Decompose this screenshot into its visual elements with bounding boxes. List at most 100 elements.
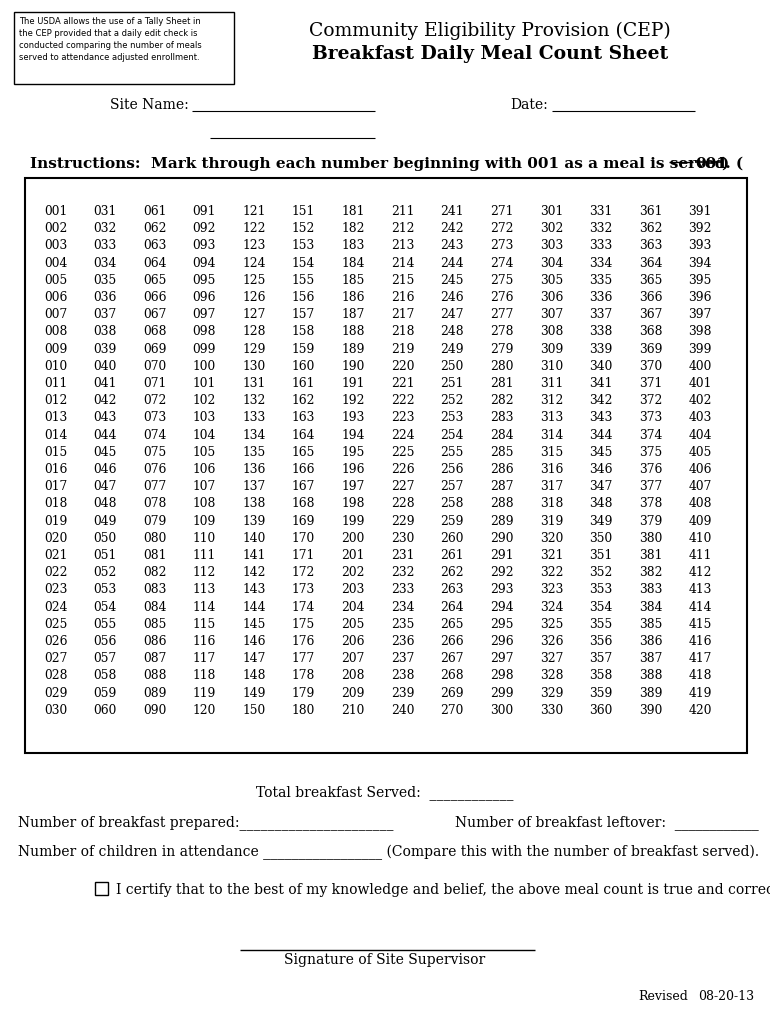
Text: 247: 247 [440,308,464,322]
Text: 334: 334 [589,257,613,269]
Text: 384: 384 [639,601,662,613]
Text: 420: 420 [688,703,712,717]
Text: 331: 331 [589,205,613,218]
Text: 234: 234 [391,601,414,613]
Text: 183: 183 [341,240,365,252]
Text: 057: 057 [94,652,117,666]
Text: 373: 373 [639,412,662,424]
Text: 153: 153 [292,240,315,252]
Text: Number of breakfast prepared:______________________: Number of breakfast prepared:___________… [18,815,393,829]
Text: 137: 137 [243,480,266,494]
Text: 207: 207 [341,652,365,666]
Text: 041: 041 [94,377,117,390]
Text: 241: 241 [440,205,464,218]
Text: 092: 092 [192,222,216,236]
Text: 074: 074 [143,429,166,441]
Text: 295: 295 [490,617,514,631]
Text: 336: 336 [589,291,613,304]
Text: 192: 192 [341,394,365,408]
Text: 385: 385 [639,617,662,631]
Text: 390: 390 [639,703,662,717]
Text: 345: 345 [589,445,613,459]
Text: 402: 402 [688,394,712,408]
Text: 079: 079 [143,515,166,527]
Text: 043: 043 [94,412,117,424]
Text: 285: 285 [490,445,514,459]
Text: 244: 244 [440,257,464,269]
Text: 011: 011 [44,377,67,390]
Text: 363: 363 [639,240,662,252]
Text: 344: 344 [589,429,613,441]
Text: 245: 245 [440,273,464,287]
Text: 383: 383 [639,584,662,596]
Text: 060: 060 [94,703,117,717]
Text: 374: 374 [639,429,662,441]
Text: 346: 346 [589,463,613,476]
Text: 270: 270 [440,703,464,717]
Text: 039: 039 [94,343,117,355]
Text: 150: 150 [243,703,266,717]
Text: 116: 116 [192,635,216,648]
Text: 173: 173 [292,584,315,596]
Text: 046: 046 [94,463,117,476]
Text: 227: 227 [391,480,414,494]
Text: 181: 181 [341,205,365,218]
Text: 087: 087 [143,652,166,666]
Text: 188: 188 [341,326,365,338]
Text: 155: 155 [292,273,315,287]
Text: 193: 193 [341,412,365,424]
Text: 154: 154 [292,257,315,269]
Text: 414: 414 [688,601,712,613]
Text: 328: 328 [540,670,563,682]
Text: 182: 182 [341,222,365,236]
Text: 235: 235 [391,617,414,631]
Text: 381: 381 [639,549,662,562]
Text: 301: 301 [540,205,563,218]
Text: 311: 311 [540,377,563,390]
Text: 033: 033 [94,240,117,252]
Text: 361: 361 [639,205,662,218]
Text: 114: 114 [192,601,216,613]
Text: 354: 354 [589,601,613,613]
Text: 080: 080 [143,531,166,545]
Text: 289: 289 [490,515,514,527]
Text: 217: 217 [391,308,414,322]
Text: 171: 171 [292,549,315,562]
Text: 123: 123 [243,240,266,252]
Text: 082: 082 [143,566,166,580]
Text: 312: 312 [540,394,563,408]
Text: 258: 258 [440,498,464,510]
Text: 127: 127 [243,308,266,322]
Text: 370: 370 [639,359,662,373]
Text: 394: 394 [688,257,712,269]
Text: 124: 124 [243,257,266,269]
Text: 110: 110 [192,531,216,545]
Text: 136: 136 [243,463,266,476]
Text: 157: 157 [292,308,315,322]
Text: 413: 413 [688,584,711,596]
Text: 158: 158 [292,326,315,338]
Text: 120: 120 [192,703,216,717]
Text: 273: 273 [490,240,514,252]
Text: 024: 024 [44,601,68,613]
Text: 145: 145 [243,617,266,631]
Text: 020: 020 [44,531,68,545]
Text: 050: 050 [94,531,117,545]
Text: 392: 392 [688,222,712,236]
Text: 205: 205 [341,617,365,631]
Text: 109: 109 [192,515,216,527]
Text: 367: 367 [639,308,662,322]
Text: 101: 101 [192,377,216,390]
Text: Community Eligibility Provision (CEP): Community Eligibility Provision (CEP) [309,22,671,40]
Text: 175: 175 [292,617,315,631]
Text: 143: 143 [243,584,266,596]
Text: I certify that to the best of my knowledge and belief, the above meal count is t: I certify that to the best of my knowled… [116,883,770,897]
Text: 242: 242 [440,222,464,236]
Text: 265: 265 [440,617,464,631]
Text: 271: 271 [490,205,514,218]
Text: 266: 266 [440,635,464,648]
Text: 338: 338 [589,326,613,338]
Text: 119: 119 [192,687,216,699]
Text: 231: 231 [391,549,414,562]
Text: 263: 263 [440,584,464,596]
